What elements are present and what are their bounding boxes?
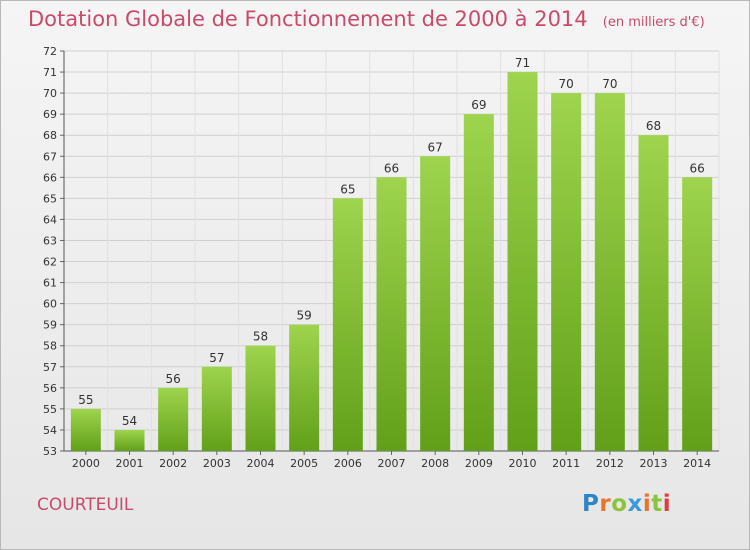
labels: 53 54 55 56 57 58 59 60 61 62 63 64 65 66 67 68 69 70 71 72… xyxy=(43,45,711,470)
data-label-2006: 65 xyxy=(340,182,355,196)
y-tick-label: 57 xyxy=(43,361,57,374)
logo-letter: i xyxy=(642,491,652,517)
x-tick-label-2002: 2002 xyxy=(159,457,187,470)
y-tick-label: 61 xyxy=(43,277,57,290)
bar-2013 xyxy=(638,135,669,452)
data-label-2002: 56 xyxy=(166,372,181,386)
data-label-2009: 69 xyxy=(471,98,486,112)
x-tick-label-2014: 2014 xyxy=(683,457,711,470)
x-tick-label-2001: 2001 xyxy=(116,457,144,470)
y-tick-label: 58 xyxy=(43,340,57,353)
y-tick-label: 72 xyxy=(43,45,57,58)
x-tick-label-2011: 2011 xyxy=(552,457,580,470)
y-tick-label: 66 xyxy=(43,171,57,184)
bar-2011 xyxy=(551,93,582,452)
logo-letter: x xyxy=(627,491,643,517)
bar-2009 xyxy=(463,114,494,451)
data-label-2013: 68 xyxy=(646,119,661,133)
bar-2008 xyxy=(420,156,451,451)
data-label-2000: 55 xyxy=(78,393,93,407)
data-label-2005: 59 xyxy=(297,309,312,323)
chart-title-main: Dotation Globale de Fonctionnement de 20… xyxy=(28,7,588,31)
bar-2007 xyxy=(376,177,407,451)
data-label-2001: 54 xyxy=(122,414,137,428)
bar-2004 xyxy=(245,345,276,451)
chart-title-unit: (en milliers d'€) xyxy=(602,15,705,30)
bar-2012 xyxy=(594,93,625,452)
bar-2010 xyxy=(507,72,538,451)
logo-letter: P xyxy=(582,491,600,517)
x-tick-label-2008: 2008 xyxy=(421,457,449,470)
logo-letter: r xyxy=(599,491,612,517)
data-label-2003: 57 xyxy=(209,351,224,365)
y-tick-label: 68 xyxy=(43,129,57,142)
x-tick-label-2006: 2006 xyxy=(334,457,362,470)
x-tick-label-2000: 2000 xyxy=(72,457,100,470)
y-tick-label: 55 xyxy=(43,403,57,416)
x-tick-label-2003: 2003 xyxy=(203,457,231,470)
x-tick-label-2009: 2009 xyxy=(465,457,493,470)
x-tick-label-2013: 2013 xyxy=(640,457,668,470)
y-tick-label: 53 xyxy=(43,445,57,458)
commune-name: COURTEUIL xyxy=(37,495,134,515)
y-tick-label: 67 xyxy=(43,150,57,163)
y-tick-label: 59 xyxy=(43,319,57,332)
y-tick-label: 62 xyxy=(43,256,57,269)
y-tick-label: 64 xyxy=(43,213,57,226)
bar-2003 xyxy=(201,366,232,451)
y-tick-label: 69 xyxy=(43,108,57,121)
data-label-2004: 58 xyxy=(253,330,268,344)
y-tick-label: 63 xyxy=(43,234,57,247)
bar-2006 xyxy=(332,198,363,451)
y-tick-label: 54 xyxy=(43,424,57,437)
y-tick-label: 65 xyxy=(43,192,57,205)
data-label-2010: 71 xyxy=(515,56,530,70)
data-label-2012: 70 xyxy=(602,77,617,91)
x-tick-label-2004: 2004 xyxy=(247,457,275,470)
logo-letter: o xyxy=(611,491,628,517)
data-label-2007: 66 xyxy=(384,161,399,175)
x-tick-label-2012: 2012 xyxy=(596,457,624,470)
x-tick-label-2005: 2005 xyxy=(290,457,318,470)
logo-letter: t xyxy=(651,491,663,517)
bar-2001 xyxy=(114,429,145,451)
data-label-2011: 70 xyxy=(559,77,574,91)
data-label-2014: 66 xyxy=(690,161,705,175)
data-label-2008: 67 xyxy=(428,140,443,154)
y-tick-label: 60 xyxy=(43,298,57,311)
bar-2002 xyxy=(158,387,189,451)
logo-letter: i xyxy=(662,491,672,517)
y-tick-label: 71 xyxy=(43,66,57,79)
chart-title: Dotation Globale de Fonctionnement de 20… xyxy=(28,7,705,31)
bar-2014 xyxy=(682,177,713,451)
y-tick-label: 70 xyxy=(43,87,57,100)
y-tick-label: 56 xyxy=(43,382,57,395)
x-tick-label-2010: 2010 xyxy=(509,457,537,470)
bar-2000 xyxy=(70,408,101,451)
bar-2005 xyxy=(289,324,320,451)
proxiti-logo[interactable]: Proxiti xyxy=(582,491,671,517)
bars xyxy=(70,72,713,452)
x-tick-label-2007: 2007 xyxy=(378,457,406,470)
